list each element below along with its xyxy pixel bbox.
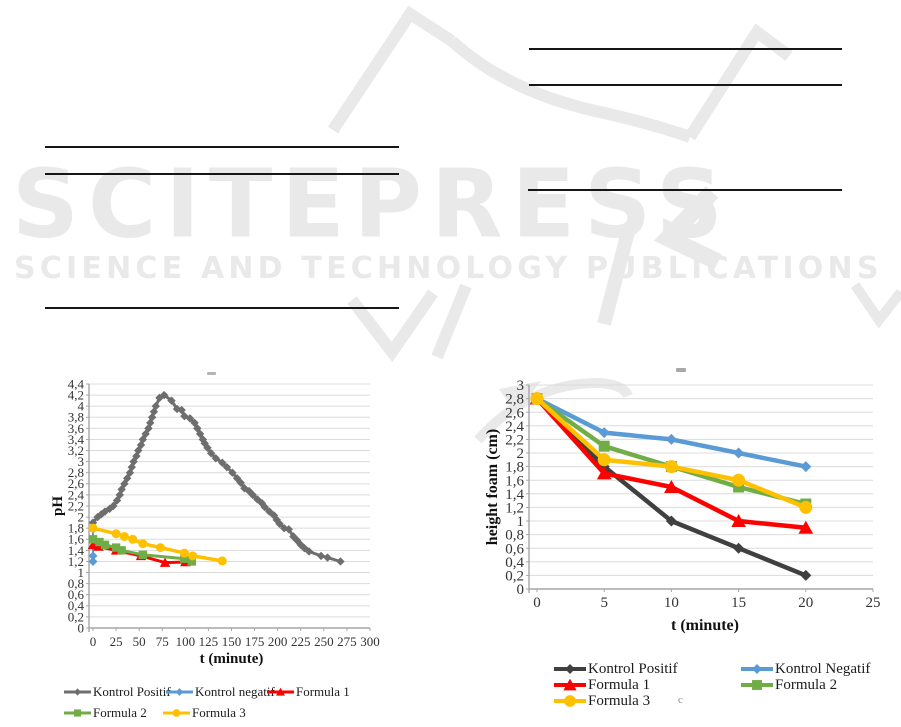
svg-text:2,2: 2,2: [505, 433, 524, 449]
watermark-arc-shape: [474, 377, 633, 444]
y-axis-title: height foam (cm): [484, 429, 501, 545]
svg-text:2,8: 2,8: [68, 465, 84, 480]
svg-text:4,2: 4,2: [68, 388, 84, 403]
watermark-slash-shape: [597, 230, 635, 326]
svg-text:1: 1: [78, 565, 85, 580]
svg-text:1,6: 1,6: [68, 532, 85, 547]
svg-text:50: 50: [133, 634, 146, 649]
svg-text:2: 2: [78, 510, 85, 525]
series-formula-3: [88, 523, 227, 566]
svg-text:0: 0: [90, 634, 97, 649]
svg-text:0,8: 0,8: [68, 576, 84, 591]
x-axis-title: t (minute): [671, 617, 739, 634]
table-rule-top-right-1: [529, 48, 842, 50]
watermark-slash2-shape: [431, 283, 472, 360]
watermark-vee-shape: [850, 282, 901, 329]
svg-text:0,2: 0,2: [505, 569, 524, 585]
watermark-tagline-text: SCIENCE AND TECHNOLOGY PUBLICATIONS: [14, 251, 883, 286]
svg-text:1,2: 1,2: [505, 501, 524, 517]
svg-text:4,4: 4,4: [68, 376, 85, 391]
watermark-mountain-shape: [328, 5, 456, 134]
svg-text:3: 3: [517, 378, 525, 394]
watermark-check-shape: [347, 289, 438, 363]
svg-text:3,8: 3,8: [68, 410, 84, 425]
svg-text:2,4: 2,4: [68, 487, 85, 502]
watermark-brand-text: SCITEPRESS: [12, 148, 732, 260]
svg-text:2: 2: [517, 446, 525, 462]
svg-text:175: 175: [245, 634, 264, 649]
svg-text:0,4: 0,4: [505, 555, 524, 571]
artifact-mark: c: [678, 694, 683, 706]
svg-text:200: 200: [268, 634, 288, 649]
svg-text:20: 20: [798, 595, 813, 611]
svg-text:150: 150: [222, 634, 242, 649]
svg-text:275: 275: [337, 634, 357, 649]
x-axis-title: t (minute): [200, 651, 264, 667]
foam-height-chart: 32,82,62,42,221,81,61,41,210,80,60,40,20…: [484, 378, 881, 634]
table-rule-bottom-left: [45, 307, 399, 309]
svg-text:225: 225: [291, 634, 311, 649]
table-rule-top-right-2: [529, 84, 842, 86]
svg-text:125: 125: [199, 634, 219, 649]
svg-text:2,2: 2,2: [68, 498, 84, 513]
svg-text:300: 300: [360, 634, 380, 649]
svg-text:1,8: 1,8: [505, 460, 524, 476]
svg-text:2,6: 2,6: [68, 476, 85, 491]
svg-text:5: 5: [600, 595, 608, 611]
svg-text:25: 25: [866, 595, 881, 611]
watermark-wedge-shape: [499, 381, 541, 414]
svg-text:15: 15: [731, 595, 746, 611]
svg-text:3: 3: [78, 454, 85, 469]
series-formula-3: [530, 392, 813, 514]
svg-text:0: 0: [517, 582, 525, 598]
svg-text:1,4: 1,4: [68, 543, 85, 558]
table-rule-top-left-2: [45, 173, 399, 175]
svg-text:0: 0: [78, 620, 85, 635]
artifact-mark: [207, 372, 216, 375]
svg-text:2,8: 2,8: [505, 392, 524, 408]
svg-text:75: 75: [156, 634, 169, 649]
svg-text:250: 250: [314, 634, 334, 649]
svg-text:3,2: 3,2: [68, 443, 84, 458]
table-rule-mid-right: [528, 189, 842, 191]
svg-text:2,6: 2,6: [505, 405, 524, 421]
svg-text:2,4: 2,4: [505, 419, 524, 435]
svg-text:3,6: 3,6: [68, 421, 85, 436]
ph-chart: 4,44,243,83,63,43,232,82,62,42,221,81,61…: [50, 376, 380, 667]
svg-text:0,6: 0,6: [68, 587, 85, 602]
svg-text:1,8: 1,8: [68, 521, 84, 536]
y-axis-title: pH: [50, 496, 66, 516]
svg-text:1,4: 1,4: [505, 487, 524, 503]
svg-text:4: 4: [78, 399, 85, 414]
watermark-swoosh-shape: [447, 36, 692, 143]
svg-text:0,8: 0,8: [505, 528, 524, 544]
svg-text:3,4: 3,4: [68, 432, 85, 447]
svg-text:0,6: 0,6: [505, 541, 524, 557]
svg-text:0,4: 0,4: [68, 598, 85, 613]
svg-text:0,2: 0,2: [68, 609, 84, 624]
watermark-chevron-shape: [653, 186, 722, 270]
svg-text:1,2: 1,2: [68, 554, 84, 569]
artifact-mark: [676, 368, 686, 372]
table-rule-top-left-1: [45, 146, 399, 148]
svg-text:10: 10: [664, 595, 679, 611]
svg-text:0: 0: [533, 595, 541, 611]
series-formula-2: [88, 535, 196, 566]
svg-text:1,6: 1,6: [505, 473, 524, 489]
svg-text:25: 25: [110, 634, 123, 649]
svg-text:100: 100: [176, 634, 196, 649]
series-formula-1: [529, 391, 814, 534]
svg-text:1: 1: [517, 514, 525, 530]
